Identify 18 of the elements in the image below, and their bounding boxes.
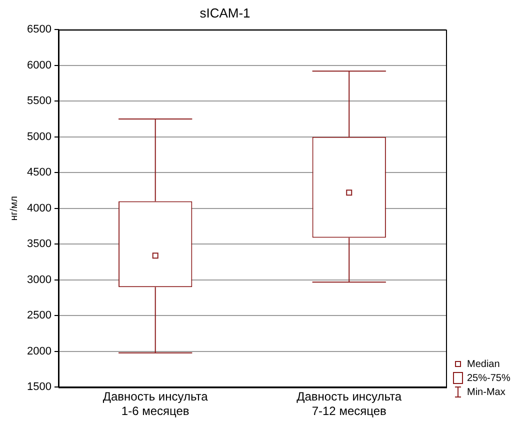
- y-axis-title: нг/мл: [8, 196, 20, 221]
- text: Min-Max: [467, 386, 506, 398]
- y-tick-label: 6000: [26, 59, 52, 72]
- chart-title: sICAM-1: [200, 5, 250, 20]
- y-tick-label: 3000: [26, 274, 52, 286]
- x-tick-label: Давность инсульта 1-6 месяцев: [102, 390, 208, 418]
- x-tick-label: Давность инсульта 7-12 месяцев: [296, 390, 402, 418]
- y-tick-label: 4000: [26, 202, 52, 214]
- text: Median: [467, 358, 500, 370]
- y-tick-label: 6500: [26, 24, 52, 36]
- text: 25%-75%: [467, 372, 510, 384]
- y-tick-label: 2000: [26, 345, 52, 358]
- y-tick-label: 3500: [26, 238, 52, 250]
- y-tick-label: 5500: [26, 95, 52, 108]
- y-tick-label: 2500: [26, 310, 52, 322]
- y-tick-label: 4500: [26, 166, 52, 179]
- y-tick-label: 1500: [26, 381, 52, 394]
- y-tick-label: 5000: [26, 130, 52, 143]
